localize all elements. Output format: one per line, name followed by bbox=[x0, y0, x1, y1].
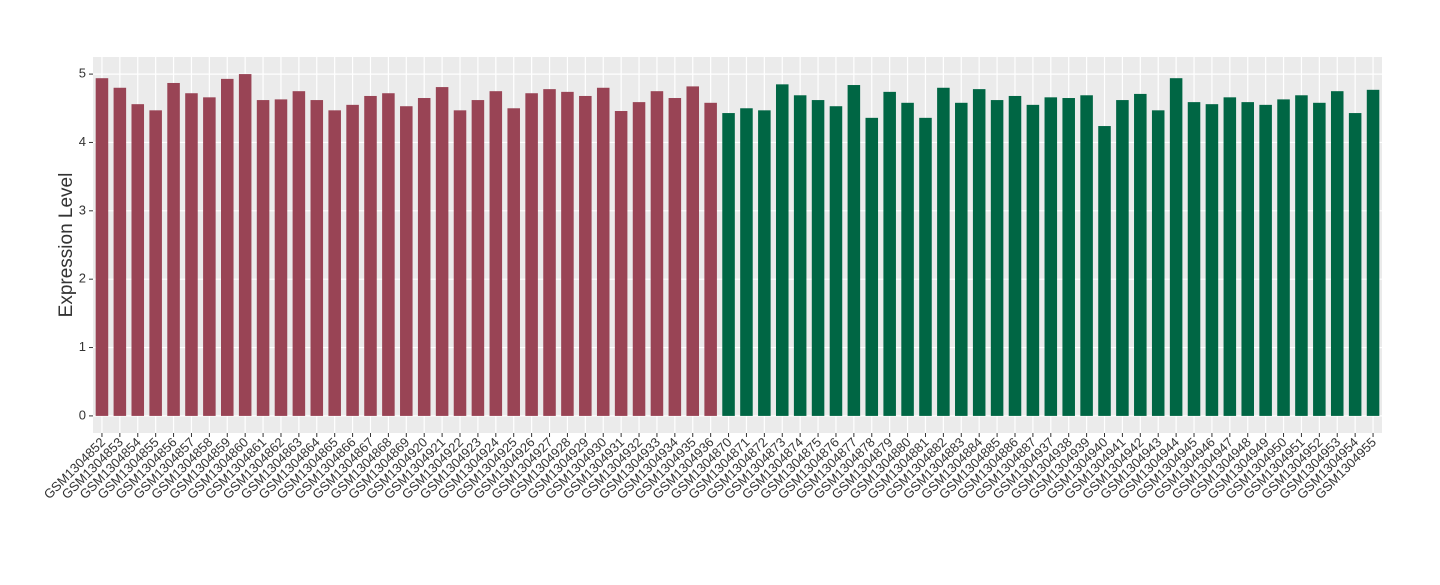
bar bbox=[919, 117, 932, 416]
bar bbox=[274, 99, 288, 416]
bar bbox=[292, 91, 306, 416]
bar bbox=[382, 93, 395, 416]
bar bbox=[1223, 97, 1237, 416]
bar bbox=[1026, 104, 1040, 416]
y-tick-label: 5 bbox=[79, 66, 86, 81]
bar bbox=[238, 74, 252, 416]
y-tick-label: 3 bbox=[79, 202, 86, 217]
bar bbox=[543, 89, 556, 416]
bar bbox=[972, 89, 986, 416]
bar bbox=[704, 102, 717, 416]
bar bbox=[1313, 102, 1326, 416]
bar bbox=[1098, 126, 1111, 416]
bar bbox=[310, 100, 324, 416]
bar bbox=[1330, 91, 1344, 416]
bar bbox=[775, 84, 789, 416]
bar bbox=[1044, 97, 1058, 416]
bar bbox=[185, 93, 198, 416]
bar bbox=[95, 78, 109, 416]
bar bbox=[149, 110, 162, 416]
bar bbox=[131, 104, 145, 416]
bar bbox=[1205, 104, 1219, 416]
bar bbox=[328, 110, 341, 416]
bar bbox=[1080, 95, 1093, 416]
bar bbox=[1187, 102, 1201, 416]
bar bbox=[489, 91, 503, 416]
bar bbox=[829, 106, 843, 416]
bar bbox=[937, 87, 950, 416]
bar bbox=[722, 113, 735, 416]
bar bbox=[346, 104, 359, 416]
bar bbox=[668, 98, 682, 416]
bar bbox=[1134, 93, 1147, 416]
bar bbox=[740, 108, 753, 416]
bar bbox=[901, 102, 914, 416]
bar bbox=[990, 100, 1004, 416]
bar bbox=[614, 111, 628, 416]
bar bbox=[793, 95, 807, 416]
bar bbox=[579, 95, 592, 416]
bar bbox=[113, 87, 127, 416]
bar bbox=[417, 98, 431, 416]
bar bbox=[1151, 110, 1165, 416]
bar bbox=[847, 85, 861, 416]
bar bbox=[811, 100, 825, 416]
bar bbox=[256, 100, 270, 416]
bar bbox=[650, 91, 664, 416]
bar bbox=[435, 87, 449, 416]
bar bbox=[865, 117, 879, 416]
bar bbox=[561, 91, 574, 416]
bar bbox=[1366, 89, 1380, 416]
bar bbox=[758, 110, 771, 416]
bar bbox=[525, 93, 538, 416]
bar bbox=[471, 100, 485, 416]
y-tick-label: 2 bbox=[79, 271, 86, 286]
bar bbox=[883, 91, 896, 416]
y-tick-label: 1 bbox=[79, 339, 86, 354]
plot-panel bbox=[93, 57, 1382, 433]
bar bbox=[632, 102, 646, 416]
y-tick-label: 4 bbox=[79, 134, 86, 149]
bar bbox=[686, 86, 700, 416]
bar bbox=[167, 82, 180, 416]
bar bbox=[400, 106, 413, 416]
bar bbox=[1348, 113, 1362, 416]
bar bbox=[203, 97, 216, 416]
bar bbox=[1241, 102, 1254, 416]
bar bbox=[1259, 104, 1272, 416]
bar bbox=[364, 95, 377, 416]
bar bbox=[507, 108, 520, 416]
y-axis-label: Expression Level bbox=[56, 173, 77, 318]
bar bbox=[1295, 95, 1308, 416]
bar bbox=[1169, 78, 1183, 416]
bar bbox=[955, 102, 968, 416]
bar bbox=[1116, 100, 1129, 416]
y-tick-label: 0 bbox=[79, 407, 86, 422]
bar bbox=[1277, 99, 1290, 416]
bar bbox=[596, 87, 610, 416]
bar bbox=[1062, 98, 1075, 416]
bar bbox=[221, 78, 234, 416]
bar bbox=[1008, 95, 1022, 416]
bar bbox=[453, 110, 467, 416]
